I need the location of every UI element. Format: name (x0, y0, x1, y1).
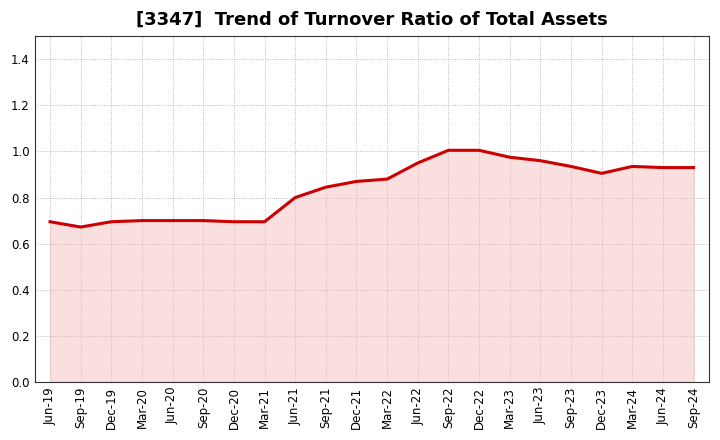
Title: [3347]  Trend of Turnover Ratio of Total Assets: [3347] Trend of Turnover Ratio of Total … (136, 11, 608, 29)
